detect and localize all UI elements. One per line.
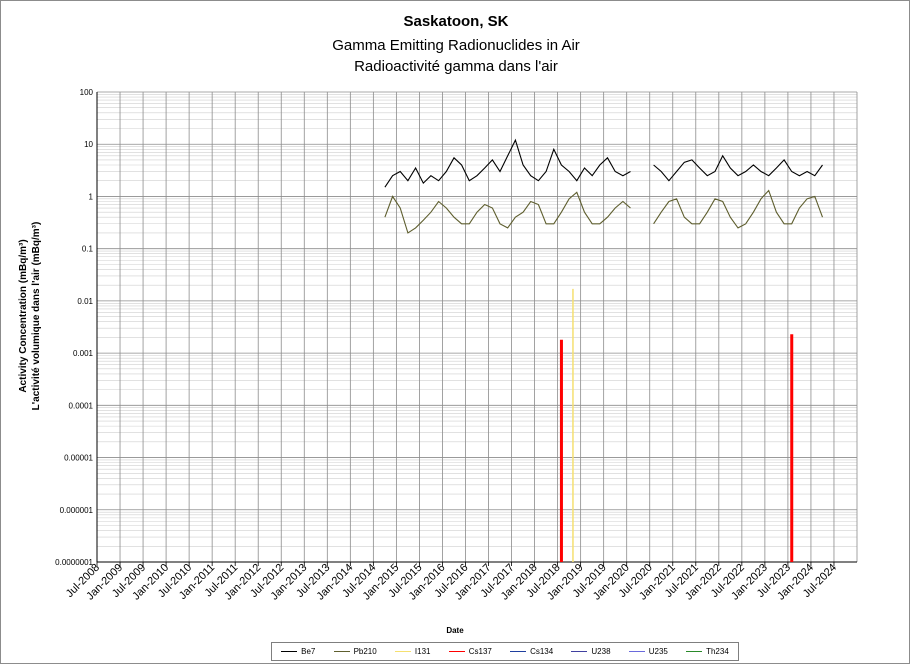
legend-swatch: [333, 651, 350, 652]
legend-label: Cs137: [468, 647, 492, 656]
y-tick-label: 10: [84, 140, 93, 149]
legend-swatch: [448, 651, 465, 652]
legend-item-be7: Be7: [281, 647, 315, 656]
chart-subtitle-en: Gamma Emitting Radionuclides in Air: [332, 37, 580, 54]
legend: Be7 Pb210 I131 Cs137 Cs134 U238 U235 Th234: [271, 642, 739, 661]
legend-label: I131: [414, 647, 431, 656]
y-tick-label: 0.00001: [64, 454, 93, 463]
x-axis-label: Date: [446, 626, 464, 635]
y-axis-label: Activity Concentration (mBq/m³) L'activi…: [17, 222, 43, 411]
series-line-pb210: [384, 189, 824, 234]
legend-item-i131: I131: [394, 647, 431, 656]
legend-label: Th234: [706, 647, 729, 656]
legend-item-cs134: Cs134: [510, 647, 553, 656]
legend-label: Cs134: [530, 647, 554, 656]
y-tick-label: 0.0000001: [55, 558, 93, 567]
legend-swatch: [510, 651, 527, 652]
legend-item-pb210: Pb210: [333, 647, 377, 656]
legend-item-u238: U238: [571, 647, 611, 656]
y-tick-label: 0.1: [82, 245, 94, 254]
y-tick-label: 0.01: [77, 297, 93, 306]
legend-item-th234: Th234: [686, 647, 729, 656]
series-line-be7: [384, 138, 823, 188]
legend-item-cs137: Cs137: [448, 647, 492, 656]
legend-item-u235: U235: [628, 647, 668, 656]
y-tick-label: 0.0001: [69, 401, 94, 410]
chart-subtitle-fr: Radioactivité gamma dans l'air: [354, 58, 558, 75]
legend-swatch: [686, 651, 703, 652]
legend-label: U238: [591, 647, 611, 656]
y-tick-label: 100: [80, 88, 94, 97]
legend-label: U235: [648, 647, 668, 656]
legend-swatch: [281, 651, 298, 652]
chart-title: Saskatoon, SK: [403, 13, 509, 30]
legend-swatch: [628, 651, 645, 652]
y-axis-label-en: Activity Concentration (mBq/m³): [18, 239, 29, 393]
legend-swatch: [394, 651, 411, 652]
legend-label: Pb210: [353, 647, 377, 656]
y-tick-label: 0.001: [73, 349, 94, 358]
y-tick-label: 0.000001: [60, 506, 94, 515]
y-axis-label-fr: L'activité volumique dans l'air (mBq/m³): [31, 221, 42, 411]
legend-label: Be7: [301, 647, 316, 656]
legend-swatch: [571, 651, 588, 652]
y-tick-label: 1: [89, 192, 94, 201]
